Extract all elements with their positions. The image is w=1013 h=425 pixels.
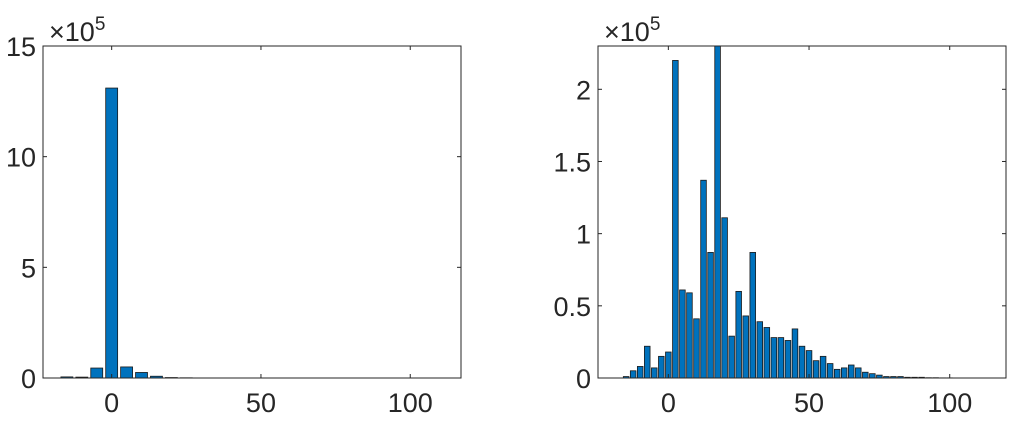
- y-tick-label: 1.5: [553, 147, 591, 177]
- y-tick-label: 1: [576, 220, 591, 250]
- y-tick-label: 0: [21, 364, 36, 394]
- y-tick-label: 10: [6, 143, 36, 173]
- axes-box: [597, 45, 1007, 379]
- y-exponent-label: ×105: [49, 14, 105, 47]
- bar: [735, 290, 742, 379]
- bar: [672, 60, 679, 379]
- x-tick-label: 0: [104, 388, 119, 418]
- bar: [833, 368, 841, 379]
- axes-box: [42, 45, 462, 379]
- bar: [658, 355, 665, 379]
- bar: [812, 360, 820, 379]
- bar: [798, 345, 806, 379]
- bar: [693, 318, 700, 379]
- bar: [120, 366, 133, 379]
- bar: [714, 45, 721, 379]
- y-exponent-power: 5: [95, 14, 106, 35]
- bar: [686, 292, 693, 379]
- bar: [869, 373, 876, 379]
- bar: [784, 340, 792, 379]
- bar: [721, 217, 728, 379]
- histogram-right: 0 50 100 0 0.5 1 1.5 2 ×105: [553, 14, 1007, 418]
- x-tick-label: 100: [927, 388, 972, 418]
- bar: [135, 372, 148, 379]
- y-tick-label: 2: [576, 75, 591, 105]
- y-exponent-label: ×105: [604, 14, 660, 47]
- y-exponent-power: 5: [650, 14, 661, 35]
- x-tick-label: 100: [388, 388, 433, 418]
- bar: [679, 289, 686, 379]
- bar: [742, 315, 749, 379]
- bar: [791, 328, 799, 379]
- bar: [629, 370, 637, 379]
- x-tick-label: 50: [794, 388, 824, 418]
- bar: [805, 350, 813, 379]
- bar: [855, 367, 862, 379]
- x-tick-label: 50: [246, 388, 276, 418]
- bar: [763, 327, 771, 379]
- y-tick-label: 5: [21, 253, 36, 283]
- bar: [819, 355, 827, 379]
- bar: [840, 367, 848, 379]
- bar: [770, 337, 778, 379]
- bar: [644, 345, 651, 379]
- y-tick-label: 0.5: [553, 292, 591, 322]
- bar: [862, 371, 869, 379]
- bar: [707, 252, 714, 379]
- bar: [756, 321, 764, 379]
- bar: [749, 252, 756, 379]
- bar: [636, 366, 644, 379]
- y-tick-label: 0: [576, 364, 591, 394]
- bar: [777, 337, 785, 379]
- bar: [848, 364, 855, 379]
- histogram-left: 0 50 100 0 5 10 15 ×105: [6, 14, 462, 418]
- x-tick-label: 0: [661, 388, 676, 418]
- bar: [700, 179, 707, 379]
- bar: [728, 335, 735, 379]
- bar: [651, 367, 658, 379]
- y-tick-label: 15: [6, 32, 36, 62]
- bar: [90, 367, 104, 379]
- bar: [105, 87, 119, 379]
- bar: [826, 363, 834, 379]
